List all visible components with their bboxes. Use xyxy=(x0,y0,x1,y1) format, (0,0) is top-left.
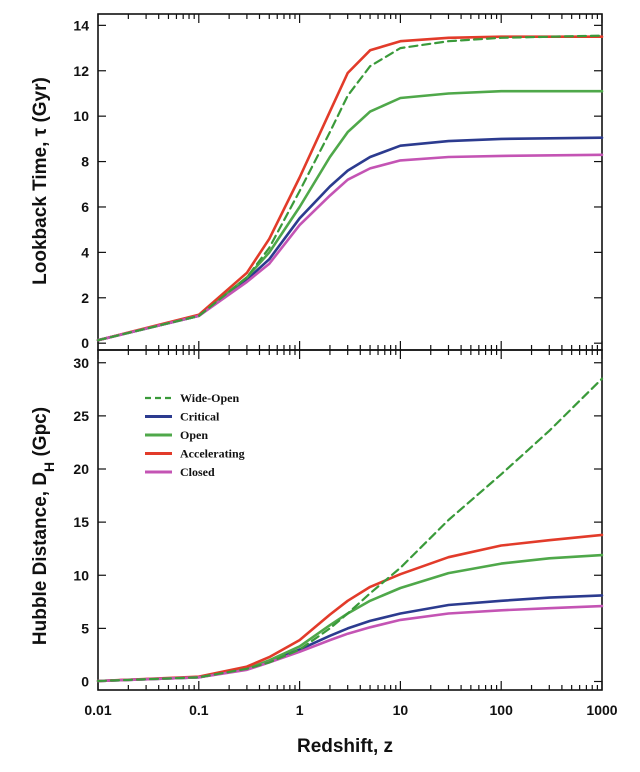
y-tick-label: 12 xyxy=(73,63,89,79)
bottom-series-closed xyxy=(96,604,604,683)
y-tick-label: 20 xyxy=(73,461,89,477)
y-tick-label: 4 xyxy=(81,244,89,260)
top-series-accelerating xyxy=(96,35,604,342)
top-y-axis-label: Lookback Time, τ (Gyr) xyxy=(30,77,51,285)
y-tick-label: 30 xyxy=(73,355,89,371)
legend-label-critical: Critical xyxy=(180,410,220,424)
y-tick-label: 25 xyxy=(73,408,89,424)
top-series-open xyxy=(96,89,604,342)
bottom-series-accelerating xyxy=(96,533,604,683)
top-plot-frame xyxy=(97,13,603,351)
bottom-series-wide-open xyxy=(96,377,604,683)
lookback-time-panel: 0 2 4 6 8 10 12 14 xyxy=(73,13,604,351)
x-tick-label: 0.1 xyxy=(189,702,209,718)
legend-label-accelerating: Accelerating xyxy=(180,447,245,461)
y-tick-label: 10 xyxy=(73,567,89,583)
top-series-wide-open xyxy=(96,34,604,342)
top-series-critical xyxy=(96,136,604,342)
y-tick-label: 0 xyxy=(81,674,89,690)
y-tick-label: 6 xyxy=(81,199,89,215)
y-tick-label: 10 xyxy=(73,108,89,124)
bottom-y-axis-label: Hubble Distance, DH (Gpc) xyxy=(30,407,57,645)
y-tick-label: 14 xyxy=(73,17,89,33)
y-tick-label: 15 xyxy=(73,514,89,530)
y-tick-label: 0 xyxy=(81,335,89,351)
x-tick-label: 0.01 xyxy=(84,702,111,718)
x-tick-label: 1 xyxy=(296,702,304,718)
legend-label-wide-open: Wide-Open xyxy=(180,391,239,405)
bottom-series-open xyxy=(96,553,604,683)
y-tick-label: 8 xyxy=(81,154,89,170)
y-tick-label: 2 xyxy=(81,290,89,306)
legend-label-open: Open xyxy=(180,428,208,442)
x-tick-label: 100 xyxy=(490,702,514,718)
bottom-plot-frame xyxy=(97,349,603,691)
legend: Wide-Open Critical Open Accelerating Closed xyxy=(140,384,252,484)
legend-label-closed: Closed xyxy=(180,465,215,479)
hubble-distance-panel: 0 5 10 15 20 25 30 0.01 0.1 1 10 100 1000 xyxy=(73,349,618,718)
y-tick-label: 5 xyxy=(81,620,89,636)
x-axis-label: Redshift, z xyxy=(297,736,393,757)
top-series-closed xyxy=(96,153,604,342)
x-tick-label: 10 xyxy=(393,702,409,718)
x-tick-label: 1000 xyxy=(586,702,617,718)
